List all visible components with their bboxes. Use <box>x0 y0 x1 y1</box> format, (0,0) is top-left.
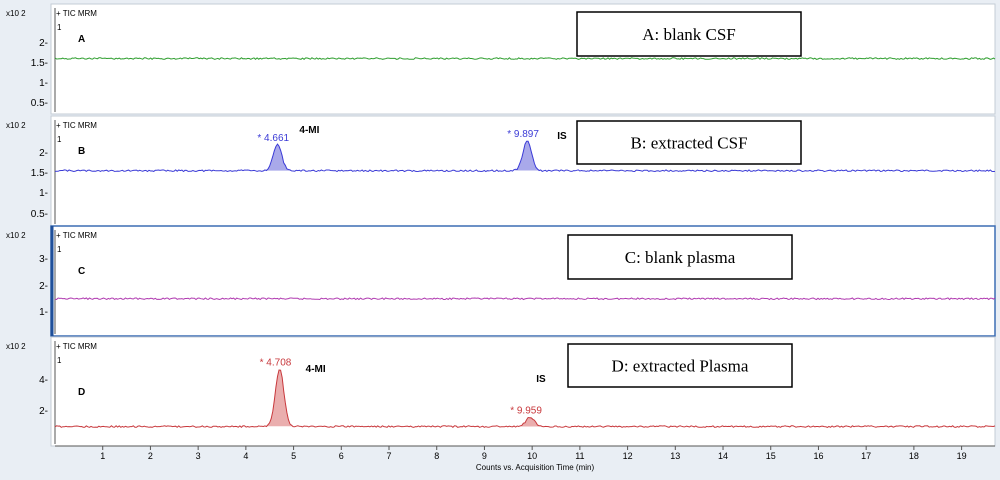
panel-c: x10 2 + TIC MRM 1 C 3- 2- 1- C: blank plasma <box>6 225 996 337</box>
panel-title-text: D: extracted Plasma <box>612 357 749 376</box>
x-tick-label: 6 <box>339 451 344 461</box>
panel-d: x10 2 + TIC MRM 1 D 4- 2- * 4.708 4-MI * 9.959 IS… <box>6 336 996 447</box>
panel-frame <box>50 115 996 227</box>
corner-label: 1 <box>57 135 62 144</box>
panel-header: + TIC MRM <box>56 231 97 240</box>
x-tick-label: 17 <box>861 451 871 461</box>
panel-frame <box>50 336 996 447</box>
x-axis-label: Counts vs. Acquisition Time (min) <box>476 463 595 472</box>
y-tick-label: 1- <box>39 188 48 199</box>
peak-time-label: * 9.959 <box>510 405 542 416</box>
peak-time-label: * 4.708 <box>260 357 292 368</box>
x-tick-label: 18 <box>909 451 919 461</box>
x-tick-label: 13 <box>670 451 680 461</box>
peak-compound-label: 4-MI <box>299 125 319 136</box>
peak-compound-label: IS <box>536 374 546 385</box>
panel-a: x10 2 + TIC MRM 1 A 2- 1.5- 1- 0.5- A: blank CSF <box>6 3 996 115</box>
panel-letter: A <box>78 34 85 45</box>
signal-trace-a <box>54 57 996 60</box>
y-tick-label: 2- <box>39 281 48 292</box>
panel-title-box <box>567 343 793 388</box>
y-tick-label: 1.5- <box>31 168 48 179</box>
panel-title-box <box>567 234 793 280</box>
panel-b: x10 2 + TIC MRM 1 B 2- 1.5- 1- 0.5- * 4.661 4-MI *… <box>6 115 996 227</box>
signal-trace-b <box>54 140 996 173</box>
y-tick-label: 2- <box>39 406 48 417</box>
x-tick-label: 7 <box>387 451 392 461</box>
y-tick-label: 1.5- <box>31 58 48 69</box>
x-tick-label: 5 <box>291 451 296 461</box>
panel-letter: C <box>78 266 85 277</box>
corner-label: 1 <box>57 23 62 32</box>
peak-time-label: * 4.661 <box>257 133 289 144</box>
corner-label: 1 <box>57 245 62 254</box>
panel-title-box <box>576 11 802 57</box>
scale-label: x10 2 <box>6 9 26 18</box>
peak-time-label: * 9.897 <box>507 129 539 140</box>
x-tick-label: 19 <box>957 451 967 461</box>
y-tick-label: 1- <box>39 307 48 318</box>
panel-title-text: A: blank CSF <box>642 25 736 44</box>
panel-frame <box>50 225 996 337</box>
panel-title-text: C: blank plasma <box>625 248 736 267</box>
x-tick-label: 4 <box>243 451 248 461</box>
y-tick-label: 0.5- <box>31 98 48 109</box>
peak-compound-label: 4-MI <box>306 364 326 375</box>
x-tick-label: 8 <box>434 451 439 461</box>
x-tick-label: 10 <box>527 451 537 461</box>
y-tick-label: 1- <box>39 78 48 89</box>
x-tick-label: 2 <box>148 451 153 461</box>
panel-header: + TIC MRM <box>56 121 97 130</box>
panel-title-text: B: extracted CSF <box>630 134 747 153</box>
panel-header: + TIC MRM <box>56 9 97 18</box>
signal-trace-d <box>54 369 996 428</box>
panel-letter: B <box>78 146 85 157</box>
x-tick-label: 9 <box>482 451 487 461</box>
scale-label: x10 2 <box>6 121 26 130</box>
y-tick-label: 4- <box>39 375 48 386</box>
panel-header: + TIC MRM <box>56 342 97 351</box>
x-tick-label: 16 <box>813 451 823 461</box>
x-tick-label: 15 <box>766 451 776 461</box>
x-tick-label: 3 <box>196 451 201 461</box>
panel-title-box <box>576 120 802 165</box>
scale-label: x10 2 <box>6 231 26 240</box>
y-tick-label: 0.5- <box>31 209 48 220</box>
signal-trace-c <box>54 297 996 301</box>
y-tick-label: 3- <box>39 254 48 265</box>
y-tick-label: 2- <box>39 148 48 159</box>
peak-compound-label: IS <box>557 131 567 142</box>
x-tick-label: 11 <box>575 451 584 461</box>
y-tick-label: 2- <box>39 38 48 49</box>
panels-group: x10 2 + TIC MRM 1 A 2- 1.5- 1- 0.5- A: blank CSF… <box>6 3 996 447</box>
panel-letter: D <box>78 387 85 398</box>
x-tick-label: 12 <box>623 451 633 461</box>
corner-label: 1 <box>57 356 62 365</box>
scale-label: x10 2 <box>6 342 26 351</box>
x-tick-label: 14 <box>718 451 728 461</box>
x-tick-label: 1 <box>100 451 105 461</box>
